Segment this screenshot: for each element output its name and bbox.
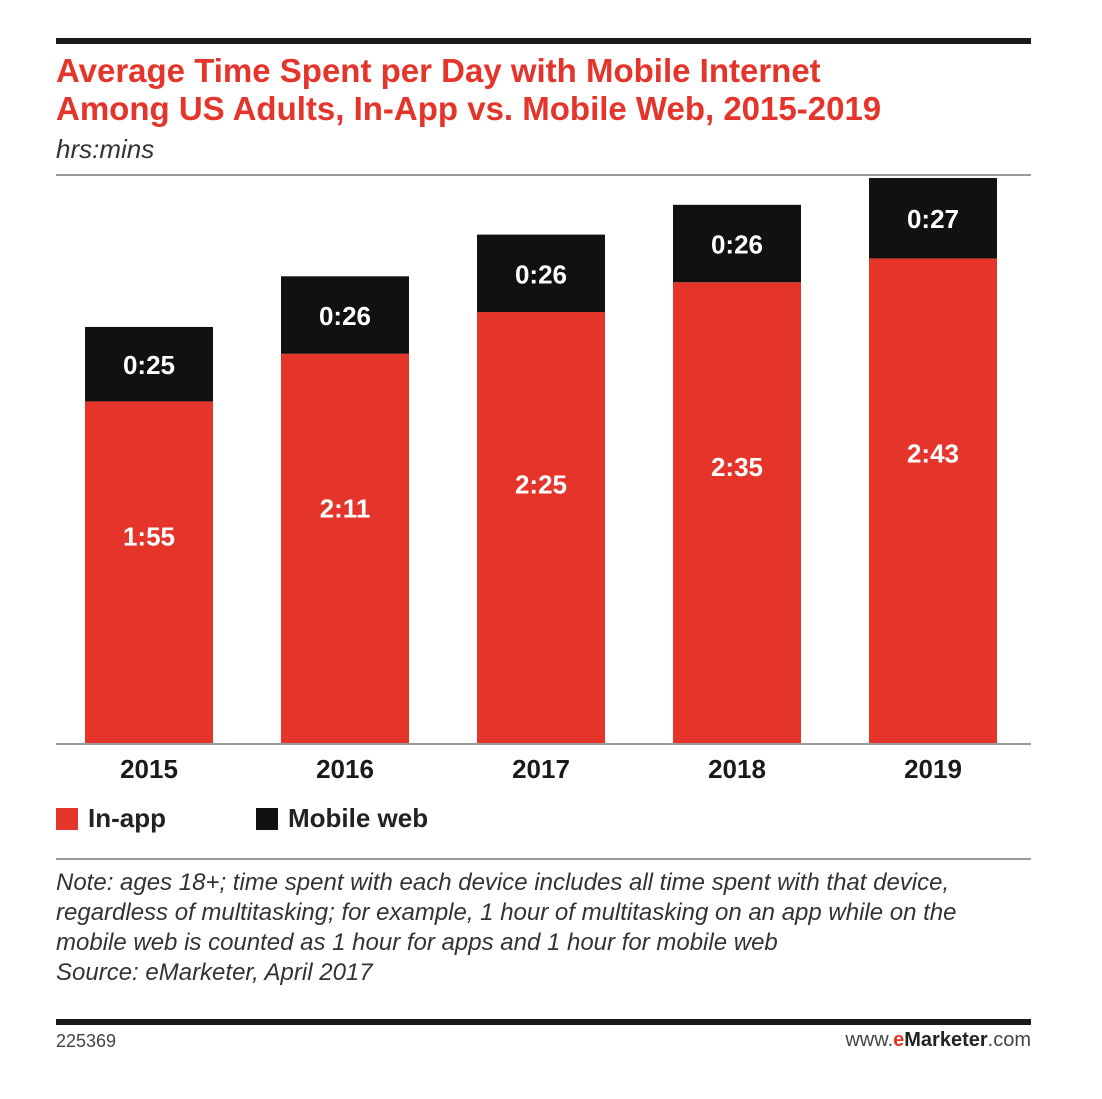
legend-label-in-app: In-app [88,803,166,833]
brand-name: Marketer [904,1029,988,1051]
note-text: Note: ages 18+; time spent with each dev… [56,869,957,956]
data-label-mobile-web-2016: 0:26 [319,301,371,331]
bar-in-app-2016 [281,353,409,744]
data-label-in-app-2018: 2:35 [711,452,763,482]
legend-swatch-mobile-web [256,807,278,830]
legend: In-app Mobile web [56,803,518,834]
chart-card: Average Time Spent per Day with Mobile I… [56,38,1031,1068]
legend-item-in-app: In-app [56,803,166,834]
x-tick-label-2016: 2016 [316,754,374,784]
data-label-mobile-web-2015: 0:25 [123,350,175,380]
data-label-in-app-2016: 2:11 [320,494,371,524]
bottom-rule [56,1019,1031,1025]
data-label-in-app-2019: 2:43 [907,438,959,468]
x-tick-label-2017: 2017 [512,754,570,784]
data-label-mobile-web-2018: 0:26 [711,230,763,260]
data-label-mobile-web-2019: 0:27 [907,204,959,234]
notes: Note: ages 18+; time spent with each dev… [56,868,1031,988]
brand-accent: e [893,1029,905,1051]
x-tick-label-2018: 2018 [708,754,766,784]
notes-divider [56,858,1031,860]
chart-title: Average Time Spent per Day with Mobile I… [56,52,1031,128]
bar-mobile-web-2015 [85,326,213,402]
brand-url[interactable]: www.eMarketer.com [845,1029,1031,1052]
legend-swatch-in-app [56,807,78,830]
chart-title-line-2: Among US Adults, In-App vs. Mobile Web, … [56,90,882,127]
data-label-in-app-2015: 1:55 [123,521,175,551]
top-rule [56,38,1031,44]
header-divider [56,174,1031,176]
stacked-bar-chart: 1:55 0:25 2015 2:11 0:26 2016 2:25 0:26 2017 2:35… [56,178,1031,784]
bar-mobile-web-2019 [869,178,997,259]
brand-suffix: .com [987,1029,1031,1051]
data-label-in-app-2017: 2:25 [515,469,567,499]
x-tick-label-2019: 2019 [904,754,962,784]
x-tick-label-2015: 2015 [120,754,178,784]
bar-in-app-2019 [869,258,997,744]
legend-item-mobile-web: Mobile web [256,803,428,834]
data-label-mobile-web-2017: 0:26 [515,259,567,289]
bar-in-app-2015 [85,401,213,744]
bar-mobile-web-2018 [673,204,801,283]
bar-mobile-web-2016 [281,276,409,354]
source-text: Source: eMarketer, April 2017 [56,959,373,986]
bar-in-app-2018 [673,282,801,744]
bar-in-app-2017 [477,312,605,744]
chart-title-line-1: Average Time Spent per Day with Mobile I… [56,52,821,89]
bar-mobile-web-2017 [477,234,605,313]
chart-id: 225369 [56,1031,117,1051]
brand-prefix: www. [845,1029,894,1051]
chart-subtitle: hrs:mins [56,134,155,164]
legend-label-mobile-web: Mobile web [288,803,429,833]
